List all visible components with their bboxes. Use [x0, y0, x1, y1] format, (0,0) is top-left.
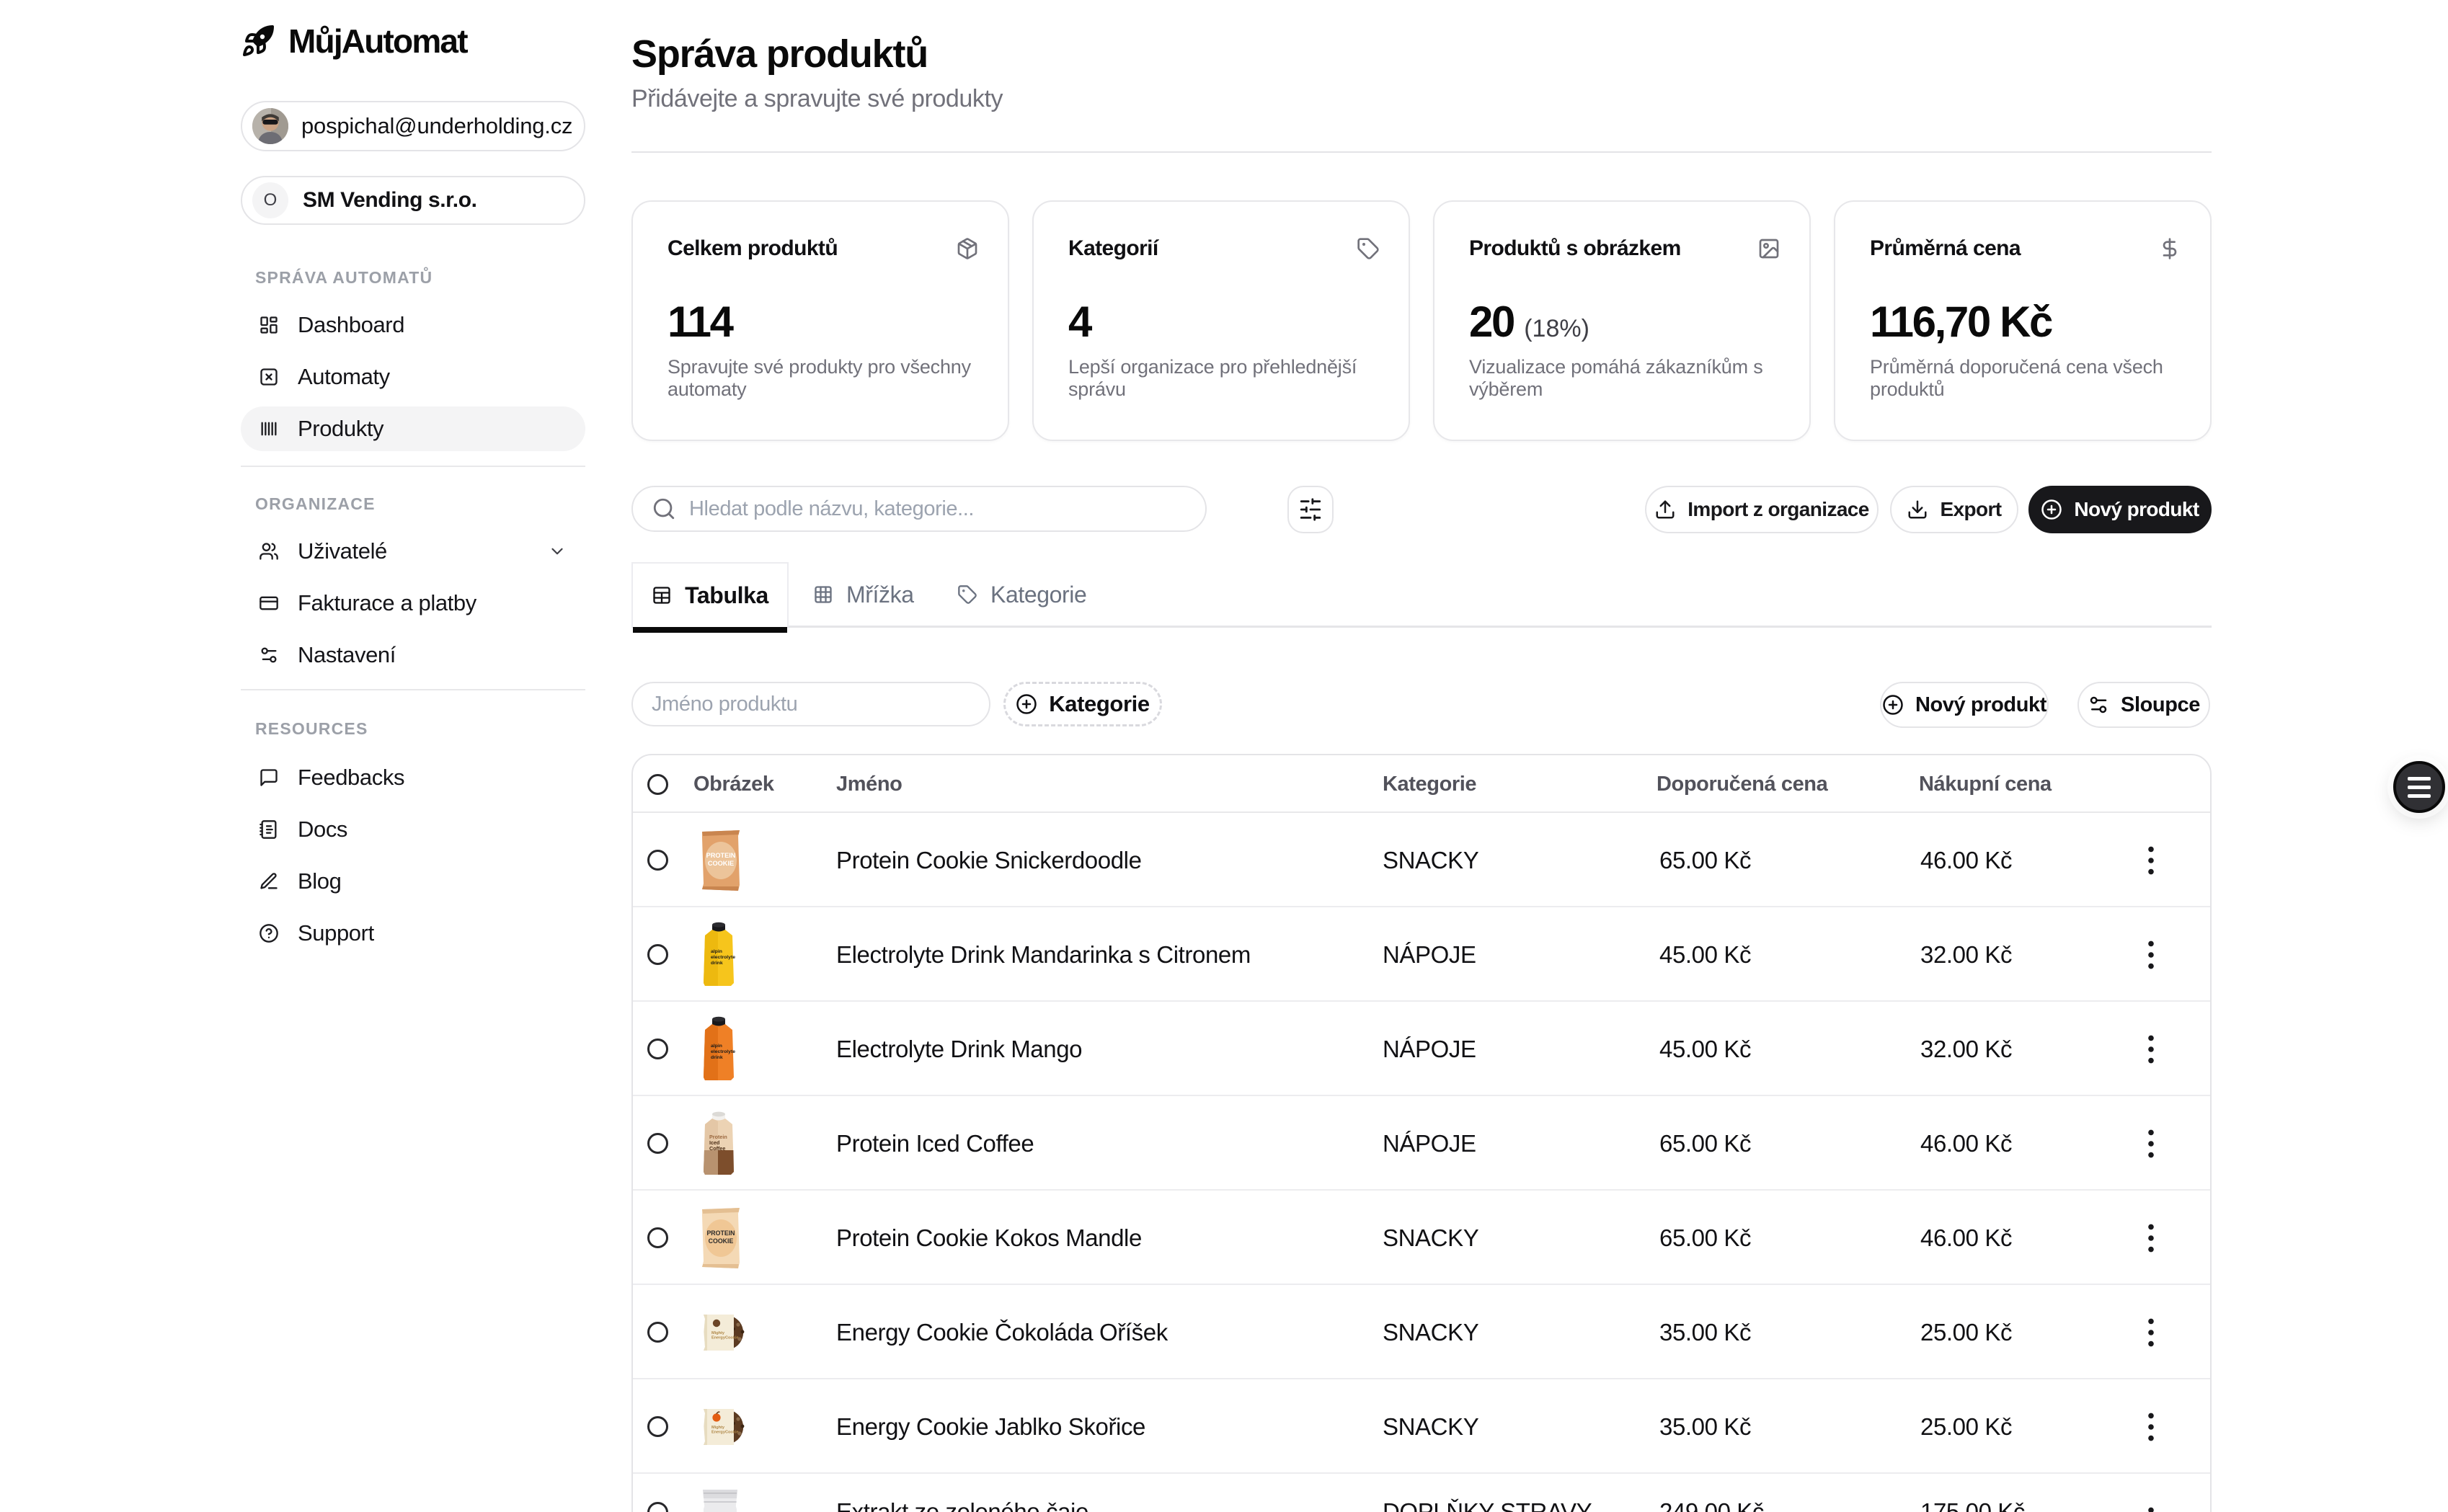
- svg-text:PROTEIN: PROTEIN: [706, 852, 736, 859]
- svg-text:alpin: alpin: [711, 1044, 722, 1049]
- svg-text:electrolyte: electrolyte: [711, 955, 735, 960]
- svg-text:drink: drink: [711, 961, 723, 966]
- svg-text:Iced: Iced: [709, 1139, 719, 1146]
- svg-text:Mighty: Mighty: [711, 1331, 725, 1335]
- svg-text:electrolyte: electrolyte: [711, 1049, 735, 1054]
- svg-text:EnergyCookie: EnergyCookie: [711, 1430, 739, 1434]
- svg-text:COOKIE: COOKIE: [708, 860, 734, 867]
- svg-text:drink: drink: [711, 1055, 723, 1060]
- svg-text:Protein: Protein: [709, 1134, 727, 1140]
- svg-text:Mighty: Mighty: [711, 1426, 725, 1430]
- svg-text:EnergyCookie: EnergyCookie: [711, 1335, 739, 1340]
- svg-text:alpin: alpin: [711, 949, 722, 954]
- svg-text:PROTEIN: PROTEIN: [706, 1229, 735, 1237]
- svg-text:COOKIE: COOKIE: [709, 1237, 734, 1245]
- svg-text:Coffee: Coffee: [709, 1145, 725, 1152]
